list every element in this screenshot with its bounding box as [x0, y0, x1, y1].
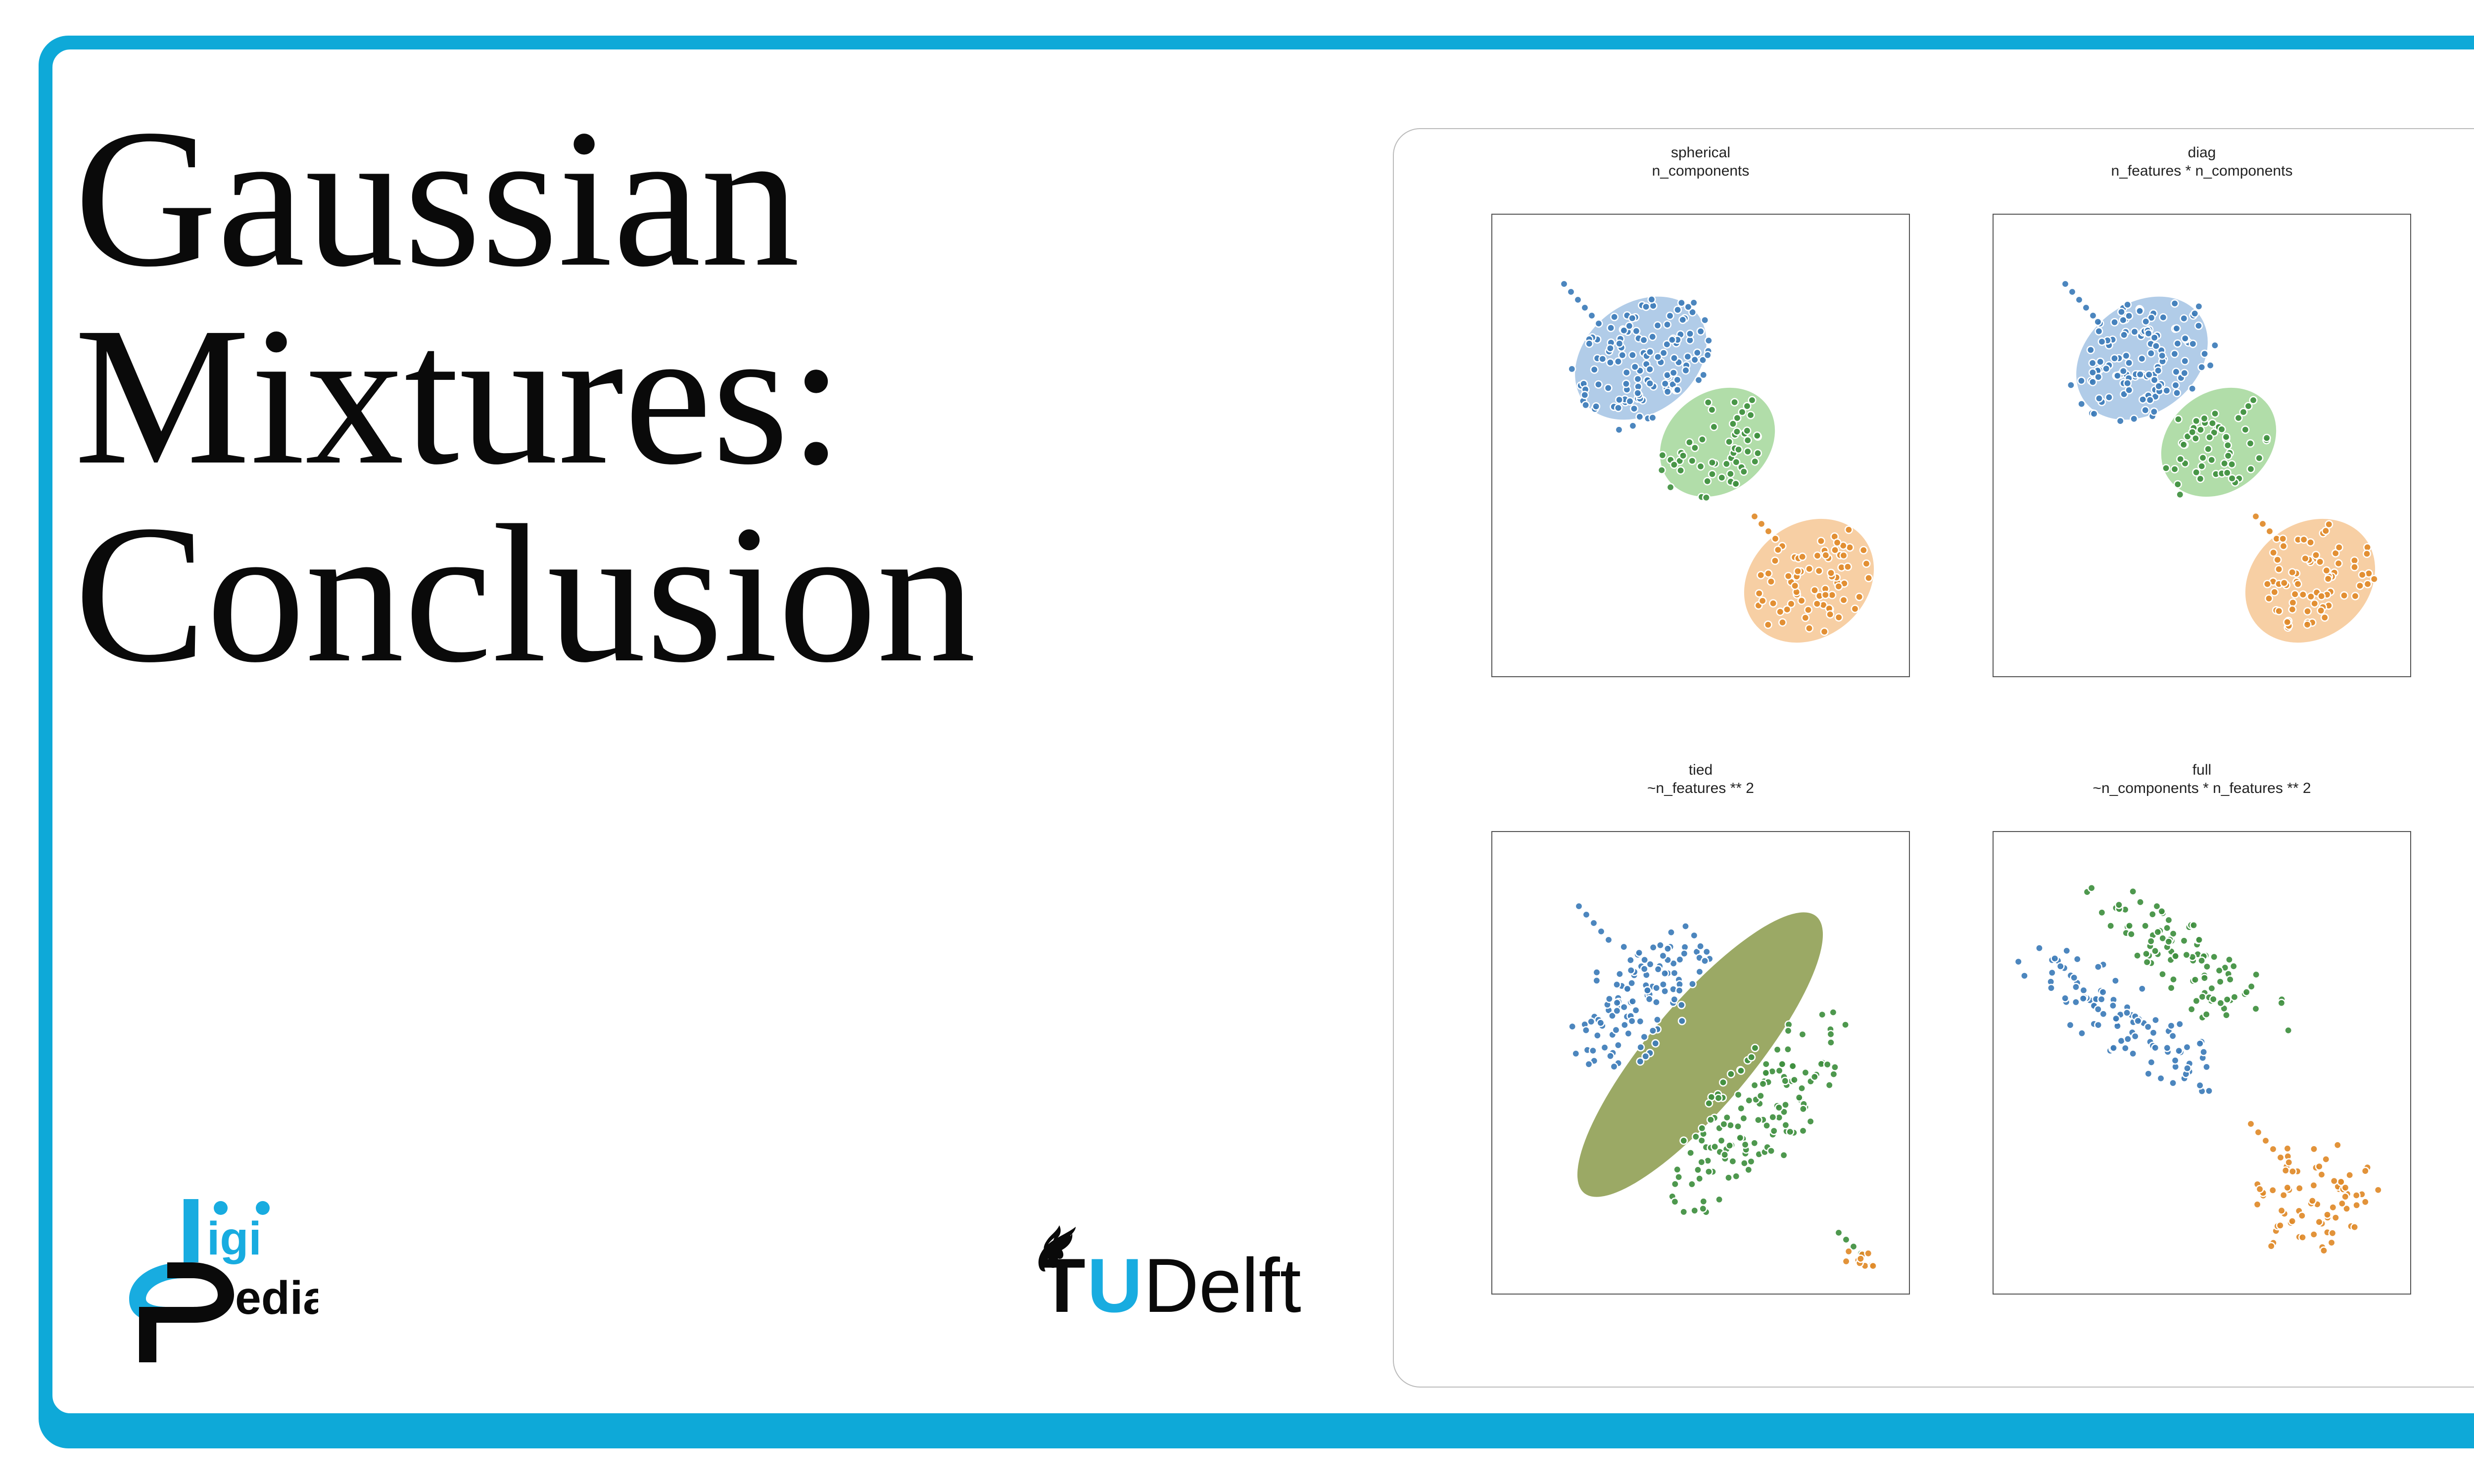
svg-text:Delft: Delft [1143, 1243, 1301, 1328]
svg-text:T: T [1039, 1243, 1085, 1328]
svg-text:igi: igi [207, 1212, 262, 1265]
svg-text:edia: edia [235, 1272, 318, 1324]
svg-text:U: U [1087, 1243, 1141, 1328]
